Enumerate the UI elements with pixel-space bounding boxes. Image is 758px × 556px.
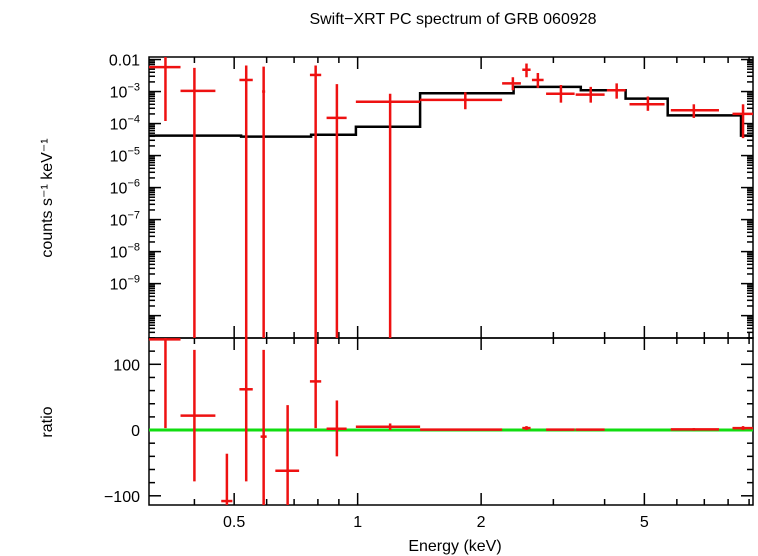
- y-tick-label: −100: [104, 489, 140, 506]
- ratio-data-point: [309, 338, 322, 429]
- ratio-data-point: [275, 405, 300, 505]
- y-tick-label: 10−3: [110, 82, 140, 102]
- y-tick-label: 10−4: [110, 114, 140, 134]
- spectrum-data-point: [309, 65, 322, 338]
- ratio-data-point: [420, 428, 503, 431]
- spectrum-data-point: [355, 93, 421, 338]
- spectrum-data-point: [606, 83, 626, 99]
- spectrum-data-point: [149, 57, 181, 122]
- spectrum-y-axis-label: counts s⁻¹ keV⁻¹: [39, 138, 56, 257]
- y-tick-label: 10−9: [110, 274, 140, 294]
- ratio-y-axis-label: ratio: [39, 406, 56, 437]
- ratio-data-point: [180, 349, 216, 482]
- spectrum-data-point: [575, 86, 605, 103]
- y-tick-label: 0.01: [109, 53, 140, 70]
- model-step-line: [149, 85, 753, 138]
- ratio-data-point: [732, 426, 753, 431]
- spectrum-axis-ticks: [149, 57, 753, 339]
- ratio-data-point: [522, 426, 531, 431]
- ratio-data-point: [149, 338, 181, 429]
- spectrum-data-point: [262, 66, 266, 338]
- spectrum-data-point: [522, 63, 531, 78]
- spectrum-data-point: [670, 104, 719, 118]
- x-axis-label: Energy (keV): [408, 538, 501, 555]
- x-tick-labels: 0.5 1 2 5: [223, 514, 649, 531]
- spectrum-data-point: [180, 67, 216, 338]
- y-tick-label: 0: [131, 423, 140, 440]
- model-step-path: [149, 85, 753, 138]
- y-tick-label: 10−5: [110, 146, 140, 166]
- spectrum-data-point: [239, 65, 253, 338]
- spectrum-y-tick-labels: 0.01 10−3 10−4 10−5 10−6 10−7 10−8 10−9: [109, 53, 140, 294]
- y-tick-label: 10−8: [110, 242, 140, 262]
- spectrum-data-point: [531, 72, 544, 88]
- ratio-data-point: [326, 400, 347, 457]
- ratio-data-point: [221, 453, 233, 505]
- spectrum-data-point: [502, 77, 521, 91]
- spectrum-data-point: [326, 84, 347, 338]
- ratio-y-tick-labels: 100 0 −100: [104, 357, 140, 505]
- ratio-data-point: [670, 428, 719, 431]
- ratio-data-point: [355, 423, 421, 431]
- spectrum-data-point: [629, 96, 665, 111]
- ratio-data-point: [546, 428, 575, 431]
- ratio-data-point: [575, 428, 605, 431]
- spectrum-data-point: [732, 104, 753, 139]
- spectrum-data-points: [149, 57, 753, 338]
- y-tick-label: 10−7: [110, 210, 140, 230]
- x-tick-label: 1: [353, 514, 362, 531]
- y-tick-label: 100: [113, 357, 140, 374]
- x-tick-label: 0.5: [223, 514, 245, 531]
- y-tick-label: 10−6: [110, 178, 140, 198]
- ratio-data-points: [149, 338, 753, 505]
- spectrum-data-point: [420, 92, 503, 110]
- ratio-panel-frame: [148, 337, 754, 506]
- spectrum-data-point: [546, 85, 575, 103]
- ratio-data-point: [260, 349, 267, 505]
- chart-title: Swift−XRT PC spectrum of GRB 060928: [309, 11, 596, 28]
- ratio-data-point: [239, 338, 253, 482]
- ratio-axis-ticks: [149, 337, 753, 505]
- x-tick-label: 2: [477, 514, 486, 531]
- x-tick-label: 5: [640, 514, 649, 531]
